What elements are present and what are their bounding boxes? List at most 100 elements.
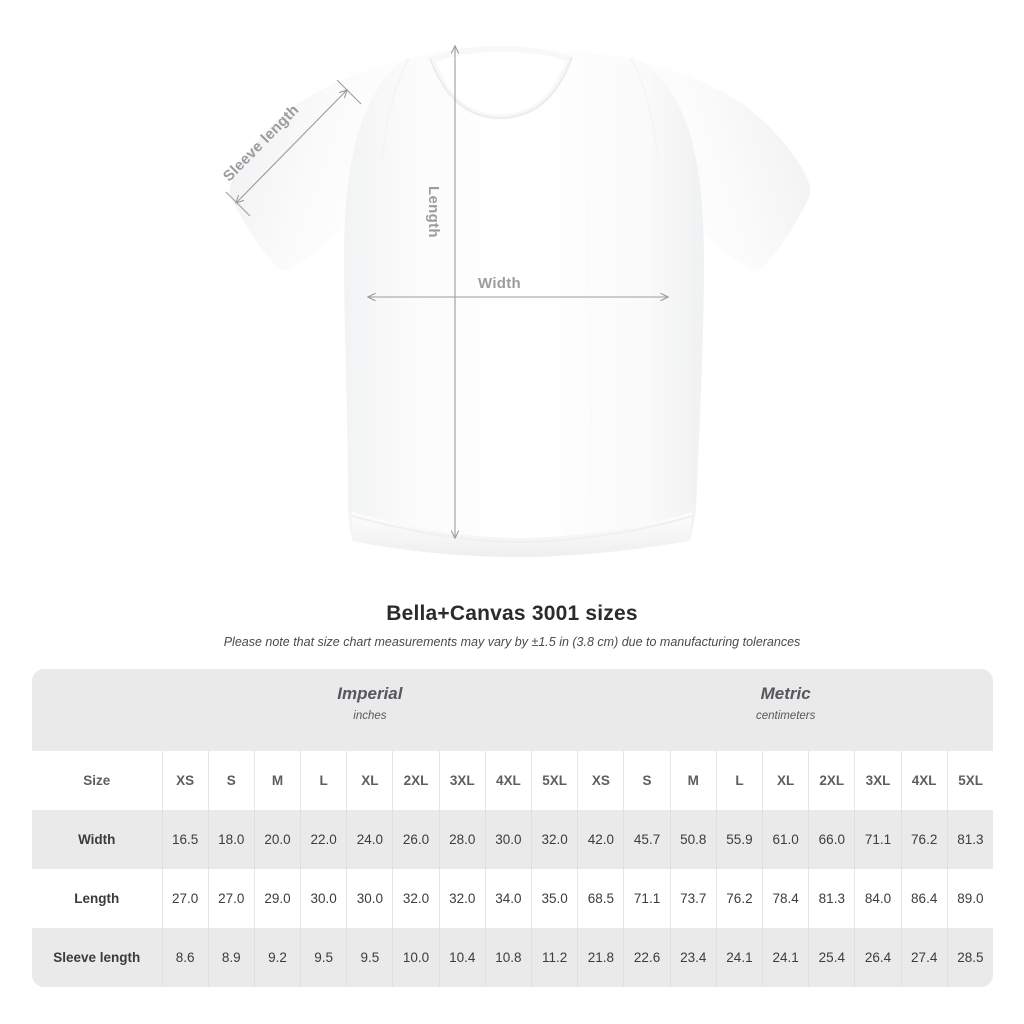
- dimension-arrows: [225, 46, 668, 538]
- unit-spacer-cell: [32, 669, 162, 751]
- cell-length-metric-xl: 78.4: [762, 869, 810, 928]
- tshirt-shape: [230, 46, 810, 557]
- shoulder-seam-left: [381, 58, 410, 161]
- cell-width-metric-2xl: 66.0: [808, 810, 856, 869]
- cell-sleeve-metric-m: 23.4: [670, 928, 717, 987]
- size-chart-table: Imperial inches Metric centimeters Size: [32, 669, 993, 987]
- cell-length-imperial-xs: 27.0: [162, 869, 209, 928]
- size-header-metric-5xl: 5XL: [947, 751, 993, 810]
- size-header-metric-m: M: [670, 751, 717, 810]
- cell-length-metric-xs: 68.5: [577, 869, 625, 928]
- garment-diagram: Length Width Sleeve length: [220, 0, 810, 557]
- row-label-width: Width: [32, 810, 163, 869]
- width-label: Width: [478, 275, 522, 292]
- cell-width-imperial-xs: 16.5: [162, 810, 209, 869]
- tshirt-body: [344, 46, 704, 556]
- cell-sleeve-metric-s: 22.6: [623, 928, 671, 987]
- collar-rib: [428, 56, 574, 120]
- cell-sleeve-metric-5xl: 28.5: [947, 928, 993, 987]
- tshirt-illustration: [225, 0, 810, 557]
- size-header-imperial-2xl: 2XL: [392, 751, 440, 810]
- cell-length-imperial-2xl: 32.0: [392, 869, 440, 928]
- cell-width-metric-m: 50.8: [670, 810, 717, 869]
- size-header-label: Size: [32, 751, 163, 810]
- cell-length-metric-4xl: 86.4: [901, 869, 948, 928]
- cell-sleeve-metric-4xl: 27.4: [901, 928, 948, 987]
- size-header-metric-xl: XL: [762, 751, 810, 810]
- hem-shadow: [352, 512, 692, 557]
- cell-width-metric-4xl: 76.2: [901, 810, 948, 869]
- cell-length-imperial-xl: 30.0: [346, 869, 394, 928]
- size-header-imperial-3xl: 3XL: [439, 751, 486, 810]
- shoulder-seam-right: [630, 58, 659, 161]
- cell-sleeve-imperial-5xl: 11.2: [531, 928, 579, 987]
- cell-length-imperial-4xl: 34.0: [485, 869, 533, 928]
- cell-length-imperial-m: 29.0: [254, 869, 302, 928]
- cell-sleeve-metric-xs: 21.8: [577, 928, 625, 987]
- cell-sleeve-metric-l: 24.1: [716, 928, 764, 987]
- fold-center: [585, 179, 592, 501]
- cell-length-imperial-3xl: 32.0: [439, 869, 486, 928]
- cell-sleeve-imperial-3xl: 10.4: [439, 928, 486, 987]
- cell-sleeve-imperial-s: 8.9: [208, 928, 255, 987]
- cell-width-imperial-2xl: 26.0: [392, 810, 440, 869]
- cell-length-imperial-s: 27.0: [208, 869, 255, 928]
- cell-length-metric-3xl: 84.0: [854, 869, 902, 928]
- cell-sleeve-imperial-xl: 9.5: [346, 928, 394, 987]
- cell-width-metric-xs: 42.0: [577, 810, 625, 869]
- size-header-metric-4xl: 4XL: [901, 751, 948, 810]
- unit-system-row: Imperial inches Metric centimeters: [32, 669, 993, 751]
- unit-name-metric: Metric: [760, 684, 811, 703]
- chart-note: Please note that size chart measurements…: [223, 635, 801, 649]
- unit-name-imperial: Imperial: [337, 684, 403, 703]
- cell-width-metric-s: 45.7: [623, 810, 671, 869]
- cell-width-imperial-4xl: 30.0: [485, 810, 533, 869]
- cell-length-imperial-5xl: 35.0: [531, 869, 579, 928]
- cell-sleeve-metric-2xl: 25.4: [808, 928, 856, 987]
- hem-line: [351, 515, 693, 544]
- size-chart-table-container: Imperial inches Metric centimeters Size: [32, 669, 993, 987]
- size-header-metric-xs: XS: [577, 751, 625, 810]
- cell-width-metric-xl: 61.0: [762, 810, 810, 869]
- cell-sleeve-imperial-l: 9.5: [300, 928, 348, 987]
- size-header-metric-2xl: 2XL: [808, 751, 856, 810]
- length-label: Length: [425, 186, 442, 238]
- collar-inner: [436, 52, 566, 114]
- cell-sleeve-metric-3xl: 26.4: [854, 928, 902, 987]
- cell-width-imperial-l: 22.0: [300, 810, 348, 869]
- cell-sleeve-imperial-2xl: 10.0: [392, 928, 440, 987]
- cell-width-metric-l: 55.9: [716, 810, 764, 869]
- cell-width-imperial-m: 20.0: [254, 810, 302, 869]
- unit-sub-metric: centimeters: [755, 709, 816, 722]
- sleeve-length-arrow: [236, 90, 347, 203]
- size-header-metric-3xl: 3XL: [854, 751, 902, 810]
- fold-left: [364, 249, 373, 511]
- size-header-imperial-s: S: [208, 751, 255, 810]
- cell-length-imperial-l: 30.0: [300, 869, 348, 928]
- cell-width-imperial-3xl: 28.0: [439, 810, 486, 869]
- size-header-imperial-xl: XL: [346, 751, 394, 810]
- fold-right: [667, 249, 676, 511]
- cell-sleeve-metric-xl: 24.1: [762, 928, 810, 987]
- size-header-imperial-m: M: [254, 751, 302, 810]
- sleeve-tick-top: [336, 79, 362, 105]
- unit-cell-metric: Metric centimeters: [577, 669, 993, 751]
- cell-width-metric-3xl: 71.1: [854, 810, 902, 869]
- cell-width-imperial-xl: 24.0: [346, 810, 394, 869]
- unit-sub-imperial: inches: [353, 709, 387, 722]
- cell-length-metric-m: 73.7: [670, 869, 717, 928]
- size-header-imperial-xs: XS: [162, 751, 209, 810]
- unit-cell-imperial: Imperial inches: [162, 669, 578, 751]
- size-header-metric-l: L: [716, 751, 764, 810]
- cell-width-metric-5xl: 81.3: [947, 810, 993, 869]
- chart-title: Bella+Canvas 3001 sizes: [386, 602, 638, 625]
- cell-sleeve-imperial-4xl: 10.8: [485, 928, 533, 987]
- cell-width-imperial-5xl: 32.0: [531, 810, 579, 869]
- cell-length-metric-l: 76.2: [716, 869, 764, 928]
- cell-width-imperial-s: 18.0: [208, 810, 255, 869]
- size-header-imperial-5xl: 5XL: [531, 751, 579, 810]
- cell-sleeve-imperial-xs: 8.6: [162, 928, 209, 987]
- size-header-row: Size XS S M L XL 2XL 3XL 4XL 5XL XS S M …: [32, 751, 993, 810]
- row-label-sleeve-length: Sleeve length: [32, 928, 163, 987]
